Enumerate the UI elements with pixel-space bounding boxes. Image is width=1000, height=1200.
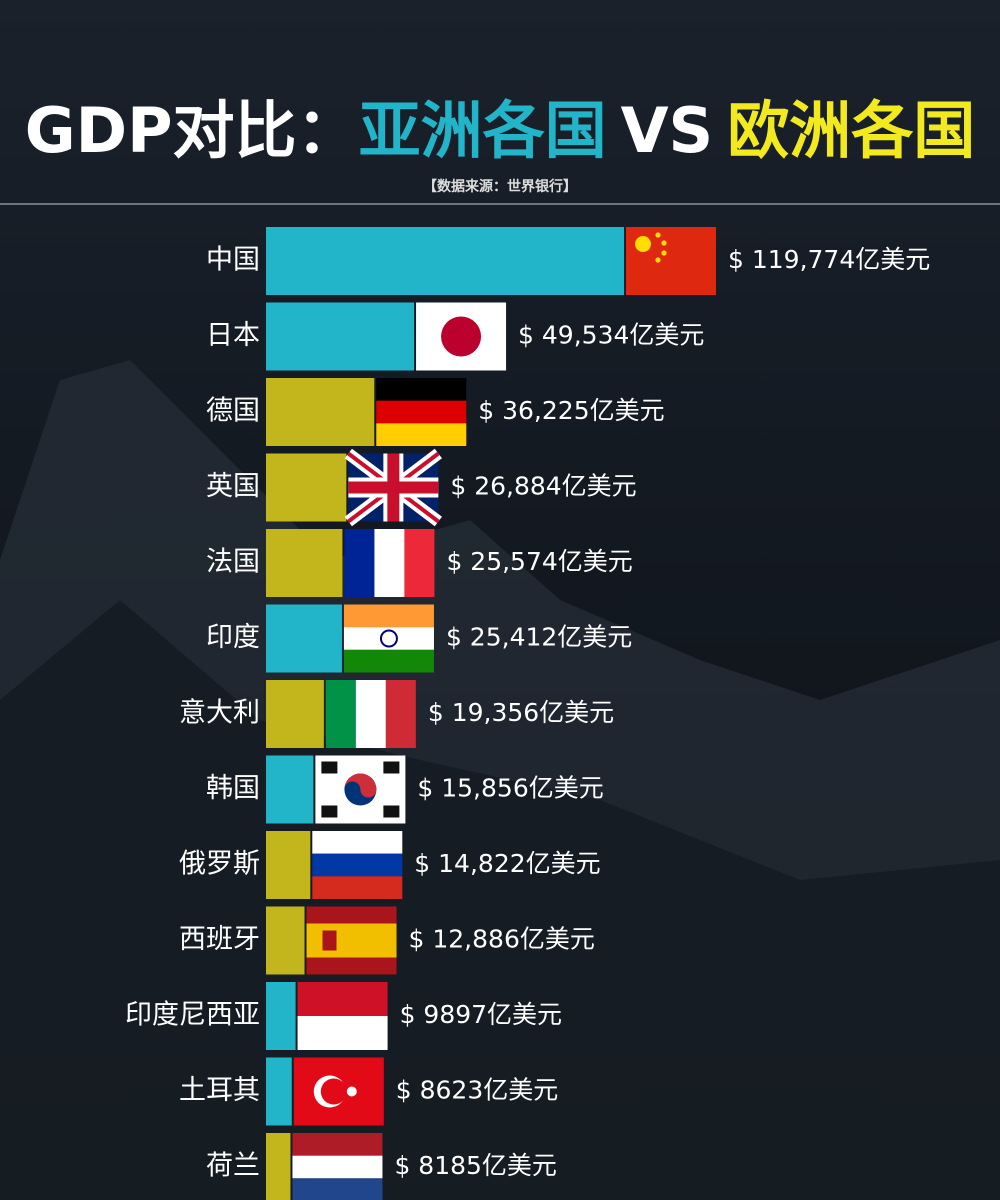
y-tick-label: 法国: [206, 547, 260, 578]
flag-part: [655, 257, 661, 263]
title-part: VS: [621, 94, 714, 167]
value-label: $ 119,774亿美元: [728, 245, 930, 274]
mountain: [0, 600, 1000, 1200]
flag: [626, 227, 716, 295]
flag-part: [297, 1016, 388, 1050]
value-label: $ 49,534亿美元: [518, 321, 704, 350]
value-label: $ 8623亿美元: [396, 1076, 558, 1105]
flag: [293, 1057, 384, 1126]
value-label: $ 12,886亿美元: [409, 925, 595, 954]
flag-part: [320, 1078, 347, 1105]
flag-part: [321, 805, 338, 818]
flag-part: [376, 423, 467, 446]
title-part: 亚洲各国: [359, 94, 607, 167]
flag-part: [661, 250, 667, 256]
flag-part: [312, 876, 403, 899]
flag: [297, 982, 388, 1050]
flag-part: [344, 773, 377, 798]
bar: [266, 831, 311, 899]
flag-part: [383, 805, 400, 818]
bar: [266, 906, 305, 975]
flag-part: [346, 1086, 357, 1097]
flag-part: [292, 1133, 383, 1156]
flag-part: [292, 1155, 383, 1179]
y-tick-label: 德国: [206, 396, 260, 427]
flag: [325, 680, 416, 748]
flag-part: [383, 761, 400, 774]
y-tick-label: 中国: [206, 245, 260, 276]
flag-part: [292, 1178, 383, 1200]
y-tick-label: 荷兰: [206, 1151, 260, 1182]
y-tick-label: 土耳其: [179, 1075, 260, 1106]
bar: [266, 1133, 291, 1200]
flag: [344, 448, 442, 527]
value-label: $ 19,356亿美元: [428, 698, 614, 727]
flag: [312, 831, 403, 899]
flag: [315, 755, 406, 824]
bar: [266, 680, 324, 748]
y-tick-label: 英国: [206, 471, 260, 502]
flag-part: [297, 982, 388, 1016]
flag-part: [376, 400, 467, 424]
flag-part: [379, 629, 398, 648]
flag-part: [376, 378, 467, 401]
flag-part: [661, 240, 667, 246]
y-tick-label: 韩国: [206, 773, 260, 804]
value-label: $ 26,884亿美元: [450, 472, 636, 501]
flag-part: [441, 316, 482, 357]
value-label: $ 14,822亿美元: [414, 849, 600, 878]
flag-part: [306, 923, 397, 958]
flag-part: [322, 930, 337, 951]
y-tick-label: 西班牙: [179, 924, 260, 955]
bar: [266, 529, 343, 597]
flag-part: [312, 853, 403, 877]
bar: [266, 378, 375, 446]
flag-part: [321, 761, 338, 774]
y-tick-label: 意大利: [179, 698, 260, 729]
bar: [266, 604, 342, 673]
bar: [266, 227, 624, 295]
flag-part: [343, 649, 434, 673]
flag: [376, 378, 467, 446]
flag-part: [343, 627, 434, 650]
value-label: $ 15,856亿美元: [417, 774, 603, 803]
value-label: $ 36,225亿美元: [478, 396, 664, 425]
value-label: $ 8185亿美元: [394, 1151, 556, 1180]
flag: [344, 529, 435, 597]
flag-part: [355, 680, 386, 748]
flag-part: [655, 232, 661, 238]
value-label: $ 25,574亿美元: [446, 547, 632, 576]
flag-part: [385, 680, 416, 748]
title-part: 欧洲各国: [727, 94, 975, 167]
flag-part: [343, 604, 434, 628]
title-part: GDP对比：: [25, 94, 359, 167]
bar: [266, 982, 296, 1050]
flag-part: [635, 236, 651, 252]
value-label: $ 25,412亿美元: [446, 623, 632, 652]
y-tick-label: 日本: [206, 320, 260, 351]
flag: [416, 302, 507, 371]
bar: [266, 755, 314, 824]
y-tick-label: 俄罗斯: [179, 849, 260, 880]
flag-part: [325, 680, 356, 748]
bar: [266, 302, 415, 371]
flag: [306, 906, 397, 975]
flag-part: [312, 831, 403, 854]
flag-part: [344, 529, 375, 597]
chart-title: GDP对比：亚洲各国 VS 欧洲各国: [25, 94, 975, 167]
flag: [343, 604, 434, 673]
y-tick-label: 印度: [206, 622, 260, 653]
flag-part: [348, 481, 439, 494]
bar: [266, 1057, 292, 1126]
chart-subtitle: 【数据来源：世界银行】: [423, 178, 577, 195]
flag-part: [374, 529, 405, 597]
y-tick-label: 印度尼西亚: [125, 1000, 260, 1031]
flag: [292, 1133, 383, 1200]
flag-part: [404, 529, 435, 597]
value-label: $ 9897亿美元: [400, 1000, 562, 1029]
bar: [266, 453, 347, 522]
